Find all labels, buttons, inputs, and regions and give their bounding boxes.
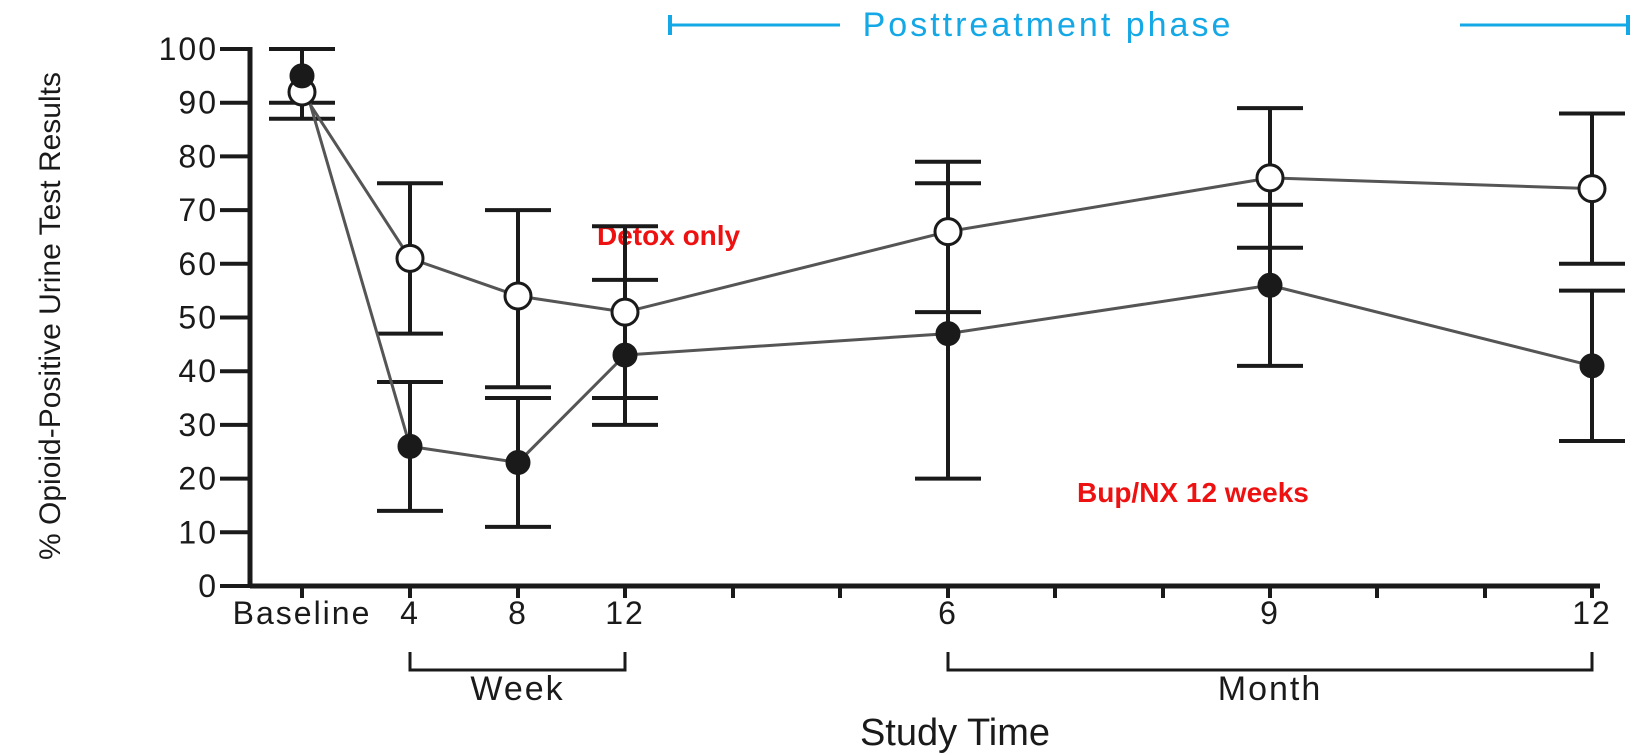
y-tick-label: 70 xyxy=(178,192,218,228)
data-point-bup xyxy=(289,63,315,89)
data-point-bup xyxy=(505,449,531,475)
y-tick-label: 30 xyxy=(178,407,218,443)
y-tick-label: 60 xyxy=(178,246,218,282)
x-tick-label: Baseline xyxy=(233,595,372,631)
x-tick-label: 12 xyxy=(605,595,645,631)
y-tick-label: 50 xyxy=(178,300,218,336)
x-group-bracket xyxy=(408,652,627,672)
x-tick-label: 8 xyxy=(508,595,528,631)
y-tick-label: 90 xyxy=(178,85,218,121)
phase-bracket: Posttreatment phase xyxy=(668,6,1630,44)
data-point-detox xyxy=(503,281,533,311)
data-point-bup xyxy=(935,321,961,347)
y-tick-label: 100 xyxy=(159,31,218,67)
data-point-detox xyxy=(933,217,963,247)
data-point-detox xyxy=(395,243,425,273)
y-tick-label: 0 xyxy=(198,568,218,604)
x-tick-label: 9 xyxy=(1260,595,1280,631)
y-tick-label: 80 xyxy=(178,138,218,174)
x-groups: Week Month xyxy=(408,652,1594,708)
data-point-bup xyxy=(397,433,423,459)
x-tick-label: 4 xyxy=(400,595,420,631)
x-axis-label: Study Time xyxy=(860,712,1050,754)
y-axis-label: % Opioid-Positive Urine Test Results xyxy=(34,72,67,560)
data-point-bup xyxy=(1257,272,1283,298)
x-tick-label: 6 xyxy=(938,595,958,631)
data-point-bup xyxy=(1579,353,1605,379)
x-tick-label: 12 xyxy=(1572,595,1612,631)
x-group-bracket xyxy=(946,652,1594,672)
y-tick-label: 20 xyxy=(178,461,218,497)
data-point-bup xyxy=(612,342,638,368)
y-tick-label: 40 xyxy=(178,353,218,389)
y-tick-label: 10 xyxy=(178,514,218,550)
phase-label: Posttreatment phase xyxy=(863,6,1234,44)
data-points xyxy=(287,63,1607,475)
x-group-label: Week xyxy=(470,670,564,708)
data-point-detox xyxy=(610,297,640,327)
error-bars xyxy=(269,47,1625,529)
data-point-detox xyxy=(1577,174,1607,204)
x-group-label: Month xyxy=(1218,670,1323,708)
axes: 0 10 20 30 40 50 60 70 80 90 100 Baseline 4 8 12 6 9 12 xyxy=(159,31,1612,631)
data-point-detox xyxy=(1255,163,1285,193)
series-label-bup: Bup/NX 12 weeks xyxy=(1077,477,1309,508)
